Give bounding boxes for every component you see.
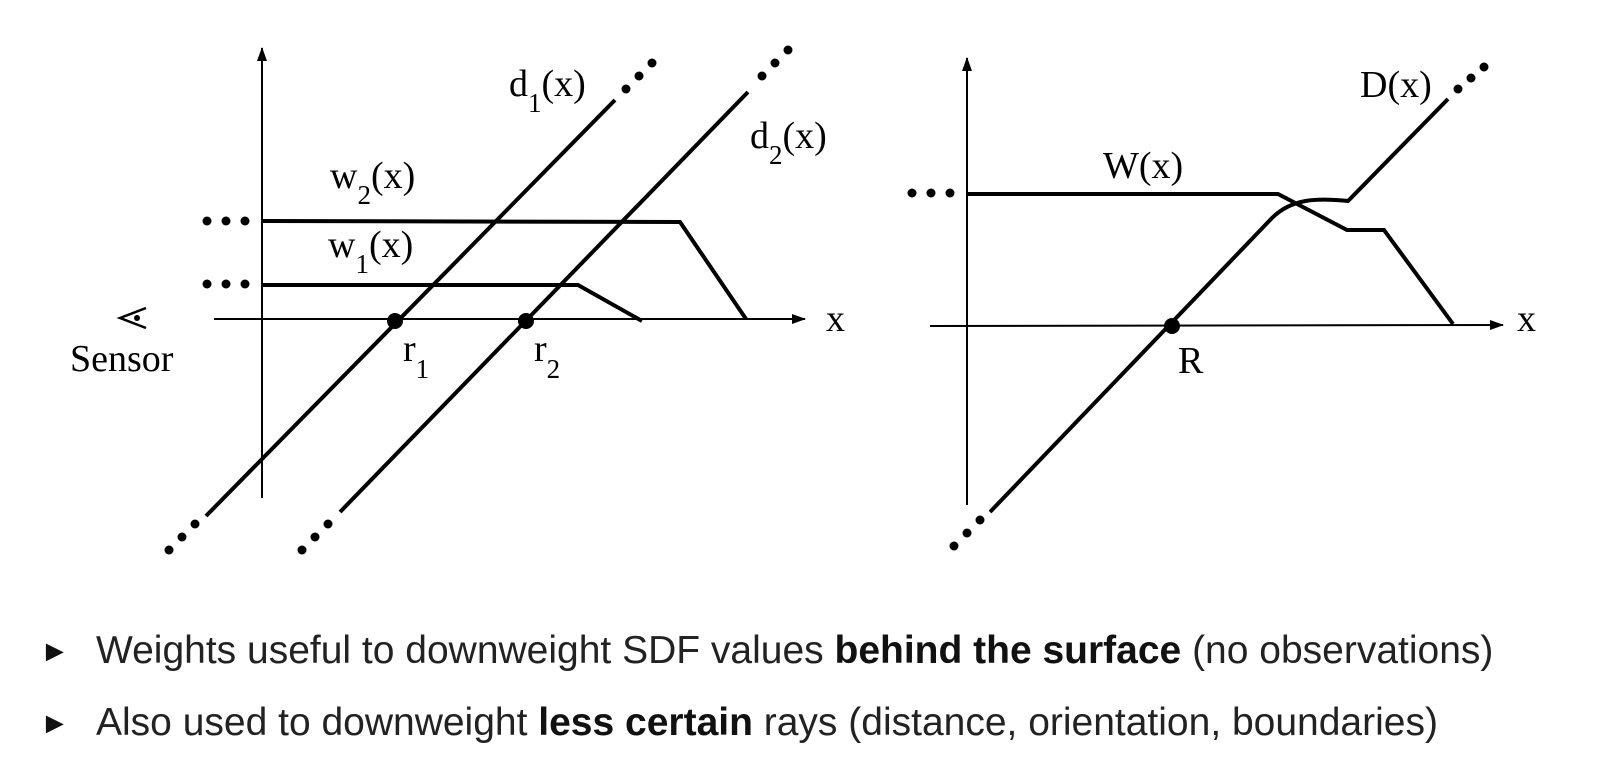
bullet-list: ► Weights useful to downweight SDF values… bbox=[40, 628, 1493, 772]
W-label: W(x) bbox=[1103, 145, 1183, 187]
w1-label: w1(x) bbox=[328, 224, 413, 279]
ellipsis-dot bbox=[221, 216, 231, 226]
ellipsis-dot bbox=[1479, 62, 1489, 72]
ellipsis-dot bbox=[975, 515, 985, 525]
w2-label: w2(x) bbox=[330, 155, 415, 210]
bullet-item: ► Also used to downweight less certain ra… bbox=[40, 700, 1493, 772]
r1-point bbox=[387, 313, 403, 329]
bullet-text: Weights useful to downweight SDF values bbox=[96, 629, 835, 672]
right-diagram bbox=[929, 57, 1504, 514]
ellipsis-dot bbox=[770, 58, 780, 68]
sdf-weight-diagram: Sensor x d1(x) d2(x) w2(x) w1(x) r1 r2 D… bbox=[70, 45, 1536, 555]
ellipsis-dot bbox=[164, 545, 174, 555]
ellipsis-dot bbox=[757, 71, 767, 81]
w2-curve bbox=[261, 219, 748, 321]
right-x-axis-label: x bbox=[1517, 298, 1536, 340]
w1-curve bbox=[262, 283, 643, 323]
ellipsis-dot bbox=[634, 71, 644, 81]
ellipsis-dot bbox=[1466, 73, 1476, 83]
left-x-axis-label: x bbox=[826, 298, 845, 340]
ellipsis-dot bbox=[907, 188, 917, 198]
bullet-emphasis: less certain bbox=[538, 701, 753, 744]
d2-label: d2(x) bbox=[750, 115, 827, 170]
ellipsis-dot bbox=[945, 188, 955, 198]
ellipsis-dot bbox=[240, 216, 250, 226]
bullet-text: (no observations) bbox=[1181, 629, 1494, 672]
ellipsis-dot bbox=[1453, 84, 1463, 94]
r1-label: r1 bbox=[403, 328, 429, 384]
ellipsis-dot bbox=[177, 532, 187, 542]
bullet-text: rays (distance, orientation, boundaries) bbox=[752, 701, 1438, 744]
ellipsis-dot bbox=[323, 519, 333, 529]
ellipsis-dot bbox=[202, 216, 212, 226]
ellipsis-dot bbox=[190, 519, 200, 529]
ellipsis-dot bbox=[621, 84, 631, 94]
r2-label: r2 bbox=[534, 328, 560, 384]
sensor-eye-icon bbox=[116, 306, 147, 330]
ellipsis-dot bbox=[310, 532, 320, 542]
W-curve bbox=[967, 192, 1455, 326]
left-zero-crossings bbox=[387, 313, 534, 329]
bullet-marker-icon: ► bbox=[40, 635, 70, 668]
ellipsis-dot bbox=[240, 279, 250, 289]
right-x-axis bbox=[929, 320, 1504, 331]
bullet-marker-icon: ► bbox=[40, 707, 70, 740]
right-ellipsis-dots bbox=[907, 62, 1489, 551]
bullet-item: ► Weights useful to downweight SDF values… bbox=[40, 628, 1493, 700]
ellipsis-dot bbox=[962, 528, 972, 538]
ellipsis-dot bbox=[647, 58, 657, 68]
ellipsis-dot bbox=[926, 188, 936, 198]
R-point bbox=[1164, 318, 1180, 334]
bullet-text: Also used to downweight bbox=[96, 701, 539, 744]
sensor-label: Sensor bbox=[70, 338, 174, 380]
ellipsis-dot bbox=[949, 541, 959, 551]
d1-label: d1(x) bbox=[509, 63, 586, 118]
bullet-emphasis: behind the surface bbox=[834, 629, 1182, 672]
ellipsis-dot bbox=[202, 279, 212, 289]
left-diagram bbox=[204, 47, 806, 518]
R-label: R bbox=[1178, 340, 1204, 382]
d1-line bbox=[204, 98, 617, 518]
ellipsis-dot bbox=[297, 545, 307, 555]
r2-point bbox=[518, 313, 534, 329]
left-ellipsis-dots bbox=[164, 45, 793, 555]
D-curve bbox=[988, 97, 1450, 514]
D-label: D(x) bbox=[1360, 64, 1432, 106]
ellipsis-dot bbox=[783, 45, 793, 55]
d2-line bbox=[338, 90, 750, 514]
ellipsis-dot bbox=[221, 279, 231, 289]
